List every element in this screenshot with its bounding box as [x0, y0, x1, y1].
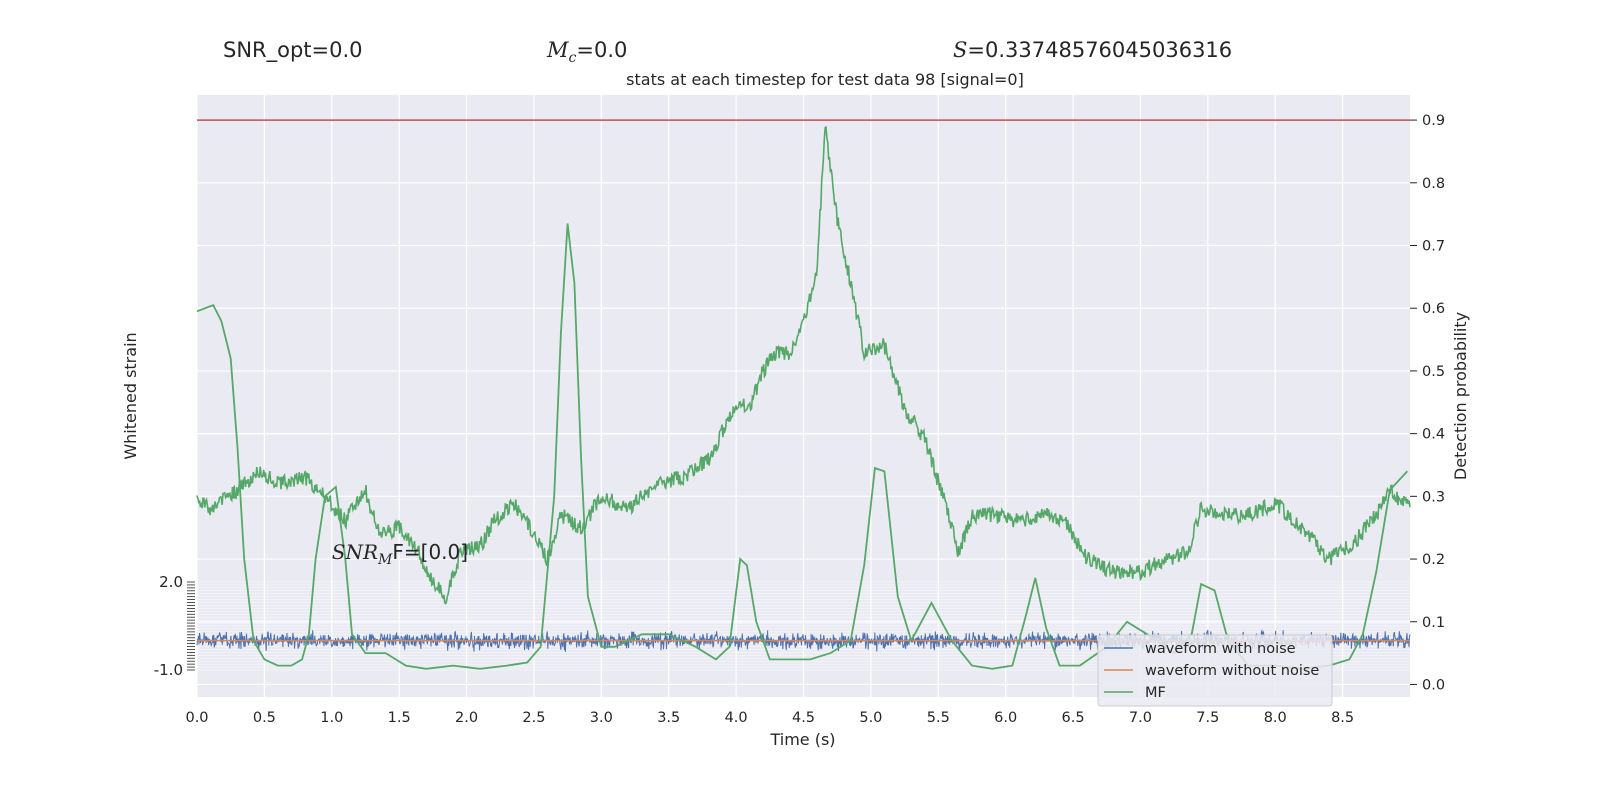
- right-tick-label: 0.0: [1422, 677, 1445, 693]
- left-axis: 2.0 -1.0: [154, 573, 195, 679]
- legend-entry: waveform with noise: [1145, 641, 1296, 657]
- x-tick-label: 7.5: [1196, 710, 1219, 726]
- x-tick-label: 8.0: [1264, 710, 1287, 726]
- x-tick-label: 6.5: [1062, 710, 1085, 726]
- snr-opt-label: SNR_opt=0.0: [223, 38, 363, 62]
- x-tick-label: 0.5: [253, 710, 276, 726]
- chirp-mass-value: =0.0: [576, 38, 628, 62]
- right-tick-label: 0.5: [1422, 364, 1445, 380]
- s-stat-value: =0.33748576045036316: [967, 38, 1233, 62]
- snr-mf-symbol: SNR: [332, 540, 378, 564]
- snr-mf-annotation: SNRMF=[0.0]: [332, 540, 468, 568]
- x-tick-label: 1.0: [320, 710, 343, 726]
- x-tick-label: 0.0: [185, 710, 208, 726]
- left-tick-label-bottom: -1.0: [154, 661, 183, 679]
- right-tick-label: 0.6: [1422, 301, 1445, 317]
- snr-mf-subscript: M: [377, 552, 393, 568]
- x-tick-label: 6.0: [994, 710, 1017, 726]
- left-axis-label: Whitened strain: [121, 332, 140, 459]
- right-tick-label: 0.8: [1422, 176, 1445, 192]
- snr-mf-value: F=[0.0]: [392, 540, 468, 564]
- x-tick-label: 4.0: [725, 710, 748, 726]
- legend-entry: MF: [1145, 685, 1166, 701]
- chirp-mass-label: Mc=0.0: [547, 38, 627, 66]
- waveform-with-noise-line: [196, 628, 1411, 652]
- x-tick-label: 3.0: [590, 710, 613, 726]
- x-tick-label: 2.5: [522, 710, 545, 726]
- right-tick-label: 0.1: [1422, 615, 1445, 631]
- x-tick-label: 8.5: [1331, 710, 1354, 726]
- left-tick-label-top: 2.0: [159, 573, 183, 591]
- right-tick-label: 0.2: [1422, 552, 1445, 568]
- right-tick-label: 0.4: [1422, 427, 1445, 443]
- chart-title: stats at each timestep for test data 98 …: [626, 70, 1024, 89]
- x-tick-label: 2.0: [455, 710, 478, 726]
- x-tick-label: 5.5: [927, 710, 950, 726]
- chirp-mass-symbol: M: [547, 38, 569, 62]
- x-tick-label: 5.0: [859, 710, 882, 726]
- chirp-mass-subscript: c: [568, 50, 577, 67]
- right-axis-label: Detection probability: [1451, 312, 1470, 480]
- x-tick-label: 1.5: [388, 710, 411, 726]
- x-tick-label: 7.0: [1129, 710, 1152, 726]
- legend: waveform with noise waveform without nois…: [1097, 634, 1333, 707]
- legend-box: [1097, 634, 1333, 707]
- detection-probability-line: [196, 126, 1411, 605]
- s-stat-symbol: S: [953, 38, 968, 62]
- x-tick-label: 3.5: [657, 710, 680, 726]
- right-tick-label: 0.3: [1422, 489, 1445, 505]
- right-tick-label: 0.9: [1422, 113, 1445, 129]
- legend-entry: waveform without noise: [1145, 663, 1319, 679]
- x-axis-ticks: 0.0 0.5 1.0 1.5 2.0 2.5 3.0 3.5 4.0 4.5 5.0 5.5 6.0 6…: [185, 710, 1354, 726]
- right-axis-ticks: 0.0 0.1 0.2 0.3 0.4 0.5 0.6 0.7 0.8 0.9: [1410, 113, 1445, 693]
- x-axis-label: Time (s): [769, 730, 835, 749]
- s-stat-label: S=0.33748576045036316: [953, 38, 1232, 62]
- x-tick-label: 4.5: [792, 710, 815, 726]
- right-tick-label: 0.7: [1422, 239, 1445, 255]
